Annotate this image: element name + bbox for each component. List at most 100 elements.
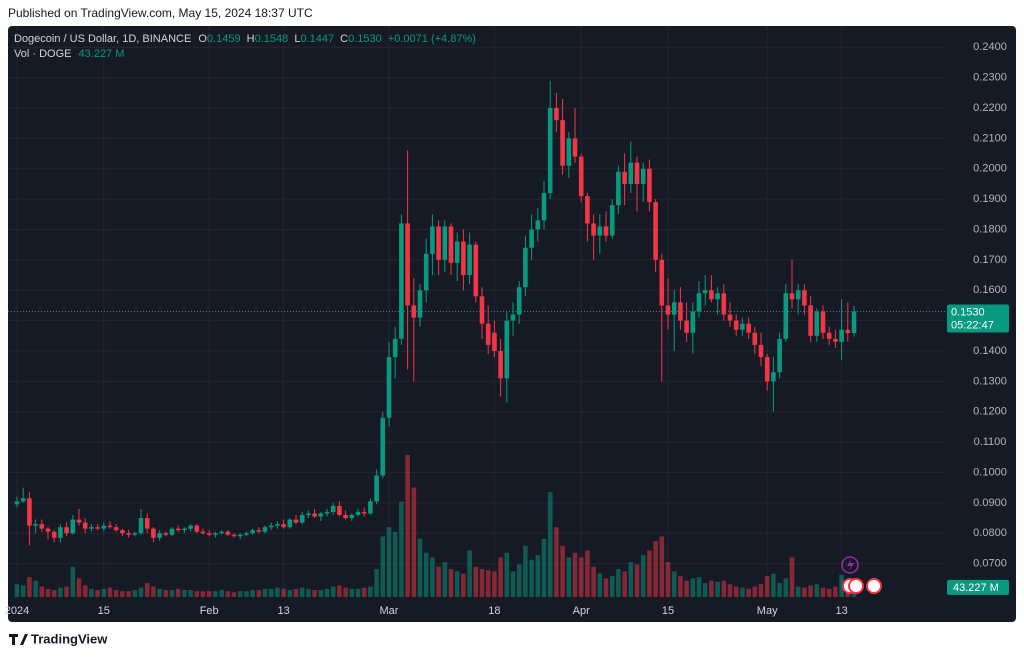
volume-bar [721, 580, 727, 597]
y-tick-label: 0.1400 [973, 345, 1007, 357]
volume-value: 43.227 M [79, 48, 125, 60]
volume-bar [405, 454, 410, 597]
volume-bar [510, 571, 516, 597]
volume-bar [169, 590, 175, 597]
volume-bar [814, 584, 820, 597]
volume-bar [306, 588, 311, 597]
volume-bar [659, 536, 665, 597]
candle-body [758, 344, 764, 358]
volume-bar [182, 590, 187, 597]
volume-bar [206, 591, 212, 597]
candle-body [448, 226, 454, 263]
volume-title: Vol · DOGE [14, 48, 71, 60]
candle-body [27, 498, 32, 526]
volume-bar [27, 577, 32, 597]
volume-bar [603, 578, 609, 597]
candle-body [132, 533, 138, 535]
volume-bar [752, 586, 758, 597]
volume-last-box [947, 579, 1009, 595]
volume-bar [237, 591, 243, 597]
candle-body [380, 417, 386, 476]
legend-value: 0.1459 [207, 33, 241, 45]
volume-bar [454, 571, 460, 597]
volume-bar [808, 585, 813, 597]
y-tick-label: 0.1300 [973, 375, 1007, 387]
lightning-icon[interactable] [841, 556, 859, 574]
volume-bar [244, 591, 249, 597]
y-tick-label: 0.1700 [973, 254, 1007, 266]
volume-bar [107, 587, 113, 597]
candle-body [374, 475, 379, 502]
candle-body [58, 527, 63, 538]
y-tick-label: 0.1200 [973, 406, 1007, 418]
candle-body [330, 505, 336, 512]
candle-body [82, 522, 88, 529]
candle-body [423, 253, 429, 291]
x-tick-label: 13 [835, 605, 847, 617]
candle-body [789, 293, 795, 300]
volume-bar [498, 557, 503, 597]
volume-bar [709, 580, 714, 597]
volume-bar [795, 586, 801, 597]
volume-bar [268, 588, 274, 597]
volume-bar [727, 584, 733, 597]
candle-body [510, 314, 516, 321]
candle-body [101, 525, 107, 529]
volume-bar [758, 584, 764, 597]
event-flag[interactable] [848, 578, 864, 594]
candle-body [845, 329, 851, 334]
candle-body [268, 525, 274, 528]
candle-body [454, 241, 460, 263]
candle-body [764, 357, 770, 382]
volume-bar [256, 590, 262, 597]
candle-body [591, 223, 596, 236]
candle-body [535, 220, 541, 230]
candle-body [51, 531, 57, 538]
volume-bar [684, 580, 689, 597]
y-tick-label: 0.2400 [973, 41, 1007, 53]
volume-bar [64, 586, 69, 597]
volume-bar [144, 583, 150, 597]
candle-body [361, 511, 367, 514]
candle-body [293, 519, 299, 523]
candle-body [39, 524, 45, 529]
candle-body [306, 513, 311, 515]
candle-body [671, 302, 677, 315]
volume-bar [585, 550, 590, 597]
volume-bar [485, 570, 491, 597]
candle-body [622, 171, 627, 184]
candle-body [436, 226, 441, 260]
volume-bar [399, 501, 404, 597]
legend-value: 0.1548 [255, 33, 289, 45]
volume-bar [293, 588, 299, 597]
volume-bar [702, 583, 708, 597]
volume-bar [764, 576, 770, 597]
volume-last-label: 43.227 M [953, 582, 999, 594]
volume-bar [70, 566, 76, 597]
candle-body [144, 518, 150, 529]
volume-bar [82, 585, 88, 597]
candle-body [157, 533, 162, 538]
volume-bar [349, 588, 355, 597]
candle-body [368, 501, 373, 514]
candle-body [783, 293, 789, 339]
x-tick-label: Apr [573, 605, 590, 617]
volume-bar [597, 573, 603, 597]
volume-bar [566, 557, 572, 597]
event-flag[interactable] [866, 578, 882, 594]
y-tick-label: 0.1600 [973, 284, 1007, 296]
volume-bar [492, 571, 497, 597]
candle-body [287, 519, 293, 528]
volume-bar [76, 578, 82, 597]
candle-body [616, 171, 621, 206]
volume-bar [430, 557, 435, 597]
volume-bar [572, 552, 578, 597]
volume-bar [423, 552, 429, 597]
candle-body [14, 501, 20, 505]
candle-body [851, 311, 857, 334]
candle-body [597, 226, 603, 236]
candle-body [138, 518, 144, 534]
volume-bar [163, 590, 169, 597]
